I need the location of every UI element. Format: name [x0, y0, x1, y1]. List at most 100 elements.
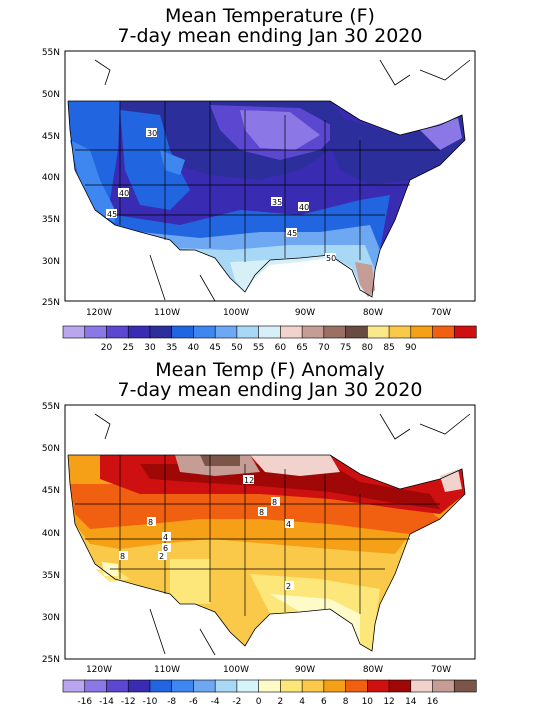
contour-label: 40: [299, 203, 309, 212]
colorbar-swatch: [323, 325, 347, 339]
contour-label: 2: [286, 582, 291, 591]
colorbar-label: 8: [343, 697, 349, 707]
colorbar-label: 20: [101, 343, 113, 353]
lon-label: 70W: [431, 665, 451, 675]
colorbar-label: -8: [167, 697, 176, 707]
colorbar-label: 70: [318, 343, 330, 353]
lat-label: 40N: [42, 529, 60, 539]
lon-label: 100W: [223, 308, 249, 318]
colorbar-swatch: [62, 325, 86, 339]
colorbar-swatch: [258, 679, 281, 693]
colorbar-swatch: [171, 679, 195, 693]
contour-label: 45: [287, 229, 297, 238]
lat-label: 40N: [42, 173, 60, 183]
coastlines: [67, 413, 471, 656]
colorbar-swatch: [193, 325, 216, 339]
colorbar-swatch: [149, 679, 173, 693]
lat-label: 35N: [42, 571, 60, 581]
colorbar-swatch: [214, 679, 238, 693]
colorbar-label: -16: [77, 697, 92, 707]
colorbar-swatch: [345, 679, 368, 693]
contour-label: 6: [163, 544, 168, 553]
map2-contour-labels: 12 8 8 4 8 6 4 2 8 2: [119, 475, 294, 591]
map1-lat-axis: 55N 50N 45N 40N 35N 30N 25N: [42, 48, 60, 308]
colorbar-swatch: [106, 679, 129, 693]
map2-frame: [64, 404, 476, 660]
colorbar-label: 0: [256, 697, 262, 707]
lat-label: 25N: [42, 298, 60, 308]
map2: 12 8 8 4 8 6 4 2 8 2 55N 50N 45N 40N 35N…: [42, 402, 477, 707]
colorbar-swatch: [453, 325, 477, 339]
colorbar-label: 40: [188, 343, 200, 353]
colorbar-label: 30: [144, 343, 156, 353]
map2-lat-axis: 55N 50N 45N 40N 35N 30N 25N: [42, 402, 60, 665]
lon-label: 110W: [154, 665, 180, 675]
lat-label: 55N: [42, 48, 60, 58]
contour-label: 8: [272, 498, 277, 507]
colorbar-swatch: [84, 679, 108, 693]
map1-contour-labels: 30 40 45 35 40 45 50: [106, 128, 336, 263]
colorbar-label: 2: [278, 697, 284, 707]
colorbar-label: 85: [383, 343, 394, 353]
colorbar-label: -4: [211, 697, 220, 707]
colorbar-label: 60: [275, 343, 287, 353]
contour-label: 4: [286, 520, 291, 529]
lon-label: 120W: [86, 308, 112, 318]
colorbar-label: -6: [189, 697, 198, 707]
colorbar-swatch: [171, 325, 195, 339]
colorbar-swatch: [258, 325, 281, 339]
colorbar-swatch: [432, 325, 455, 339]
lon-label: 80W: [363, 308, 383, 318]
colorbar-label: -12: [121, 697, 136, 707]
colorbar-swatch: [388, 679, 412, 693]
colorbar-label: 4: [299, 697, 305, 707]
lat-label: 35N: [42, 215, 60, 225]
contour-label: 4: [163, 533, 168, 542]
colorbar-swatch: [236, 679, 260, 693]
colorbar-label: 90: [405, 343, 417, 353]
map1-colorbar: 20 25 30 35 40 45 50 55 60 65 70 75 80 85 90: [62, 325, 477, 353]
colorbar-label: -10: [143, 697, 158, 707]
contour-label: 8: [120, 552, 125, 561]
map2-subtitle: 7-day mean ending Jan 30 2020: [117, 379, 423, 401]
colorbar-swatch: [214, 325, 238, 339]
colorbar-label: 14: [405, 697, 417, 707]
lat-label: 25N: [42, 655, 60, 665]
colorbar-label: 65: [296, 343, 307, 353]
contour-label: 2: [159, 552, 164, 561]
map2-title: Mean Temp (F) Anomaly: [155, 359, 385, 381]
lat-label: 30N: [42, 613, 60, 623]
lon-label: 90W: [295, 308, 315, 318]
colorbar-label: 45: [209, 343, 220, 353]
colorbar-label: 35: [166, 343, 177, 353]
coastlines: [67, 59, 471, 301]
contour-label: 40: [119, 189, 129, 198]
contour-label: 50: [326, 254, 336, 263]
colorbar-label: -14: [99, 697, 114, 707]
colorbar-label: 10: [362, 697, 374, 707]
contour-label: 45: [107, 210, 117, 219]
lon-label: 90W: [295, 665, 315, 675]
colorbar-label: 12: [383, 697, 394, 707]
colorbar-label: 6: [321, 697, 327, 707]
map1-title: Mean Temperature (F): [165, 5, 375, 27]
lon-label: 110W: [154, 308, 180, 318]
colorbar-swatch: [453, 679, 477, 693]
lat-label: 45N: [42, 486, 60, 496]
colorbar-swatch: [345, 325, 368, 339]
lat-label: 30N: [42, 257, 60, 267]
colorbar-label: 55: [253, 343, 264, 353]
lat-label: 50N: [42, 444, 60, 454]
colorbar-swatch: [193, 679, 216, 693]
colorbar-label: 50: [231, 343, 243, 353]
state-borders: [68, 100, 440, 262]
colorbar-swatch: [388, 325, 412, 339]
lat-label: 55N: [42, 402, 60, 412]
map2-colorbar: -16 -14 -12 -10 -8 -6 -4 -2 0 2 4 6 8 10 12 14 16: [62, 679, 477, 707]
colorbar-swatch: [106, 325, 129, 339]
lat-label: 45N: [42, 132, 60, 142]
contour-label: 30: [147, 129, 157, 138]
colorbar-swatch: [127, 679, 151, 693]
colorbar-label: 25: [122, 343, 133, 353]
map1-lon-axis: 120W 110W 100W 90W 80W 70W: [86, 308, 451, 318]
